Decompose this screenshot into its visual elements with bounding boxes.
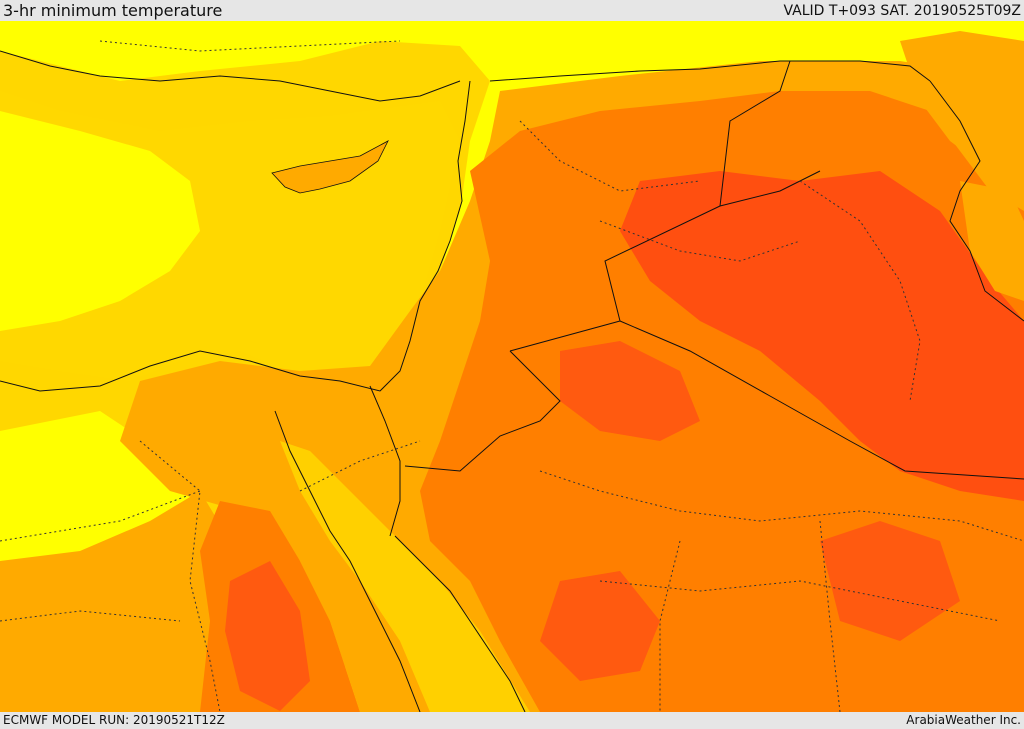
coastline-red-sea-west bbox=[274, 410, 421, 712]
temperature-map[interactable] bbox=[0, 21, 1024, 712]
model-run-label: ECMWF MODEL RUN: 20190521T12Z bbox=[3, 713, 225, 727]
cool-patch-zagros bbox=[960, 181, 1024, 301]
border-iraq-saudi bbox=[619, 320, 1024, 480]
hot-patch-arabia-2 bbox=[540, 571, 660, 681]
map-canvas bbox=[0, 21, 1024, 712]
hot-patch-egypt bbox=[225, 561, 310, 711]
coastline-gulf-aqaba bbox=[369, 385, 401, 537]
coastline-turkey bbox=[0, 50, 461, 102]
hot-patch-arabia-1 bbox=[560, 341, 700, 441]
egypt-west-amber bbox=[0, 491, 250, 712]
credit-label: ArabiaWeather Inc. bbox=[906, 713, 1021, 727]
cool-patch-turkey bbox=[900, 31, 1024, 171]
border-jordan-saudi bbox=[404, 350, 561, 472]
map-title: 3-hr minimum temperature bbox=[3, 1, 223, 20]
hot-zone-iraq bbox=[620, 171, 1024, 501]
border-iraq-iran bbox=[929, 80, 1024, 322]
internal-boundaries bbox=[0, 40, 1024, 712]
footer-bar: ECMWF MODEL RUN: 20190521T12Z ArabiaWeat… bbox=[0, 712, 1024, 729]
red-sea-strip bbox=[280, 441, 530, 712]
coastline-levant bbox=[0, 80, 471, 392]
cyprus-island bbox=[271, 140, 389, 194]
valid-time-label: VALID T+093 SAT. 20190525T09Z bbox=[783, 3, 1021, 19]
light-yellow-patch bbox=[0, 111, 200, 331]
border-syria-turkey bbox=[489, 60, 931, 82]
coastline-red-sea-east bbox=[394, 535, 526, 712]
border-syria-iraq bbox=[719, 170, 821, 207]
header-bar: 3-hr minimum temperature VALID T+093 SAT… bbox=[0, 0, 1024, 21]
hot-patch-arabia-3 bbox=[820, 521, 960, 641]
